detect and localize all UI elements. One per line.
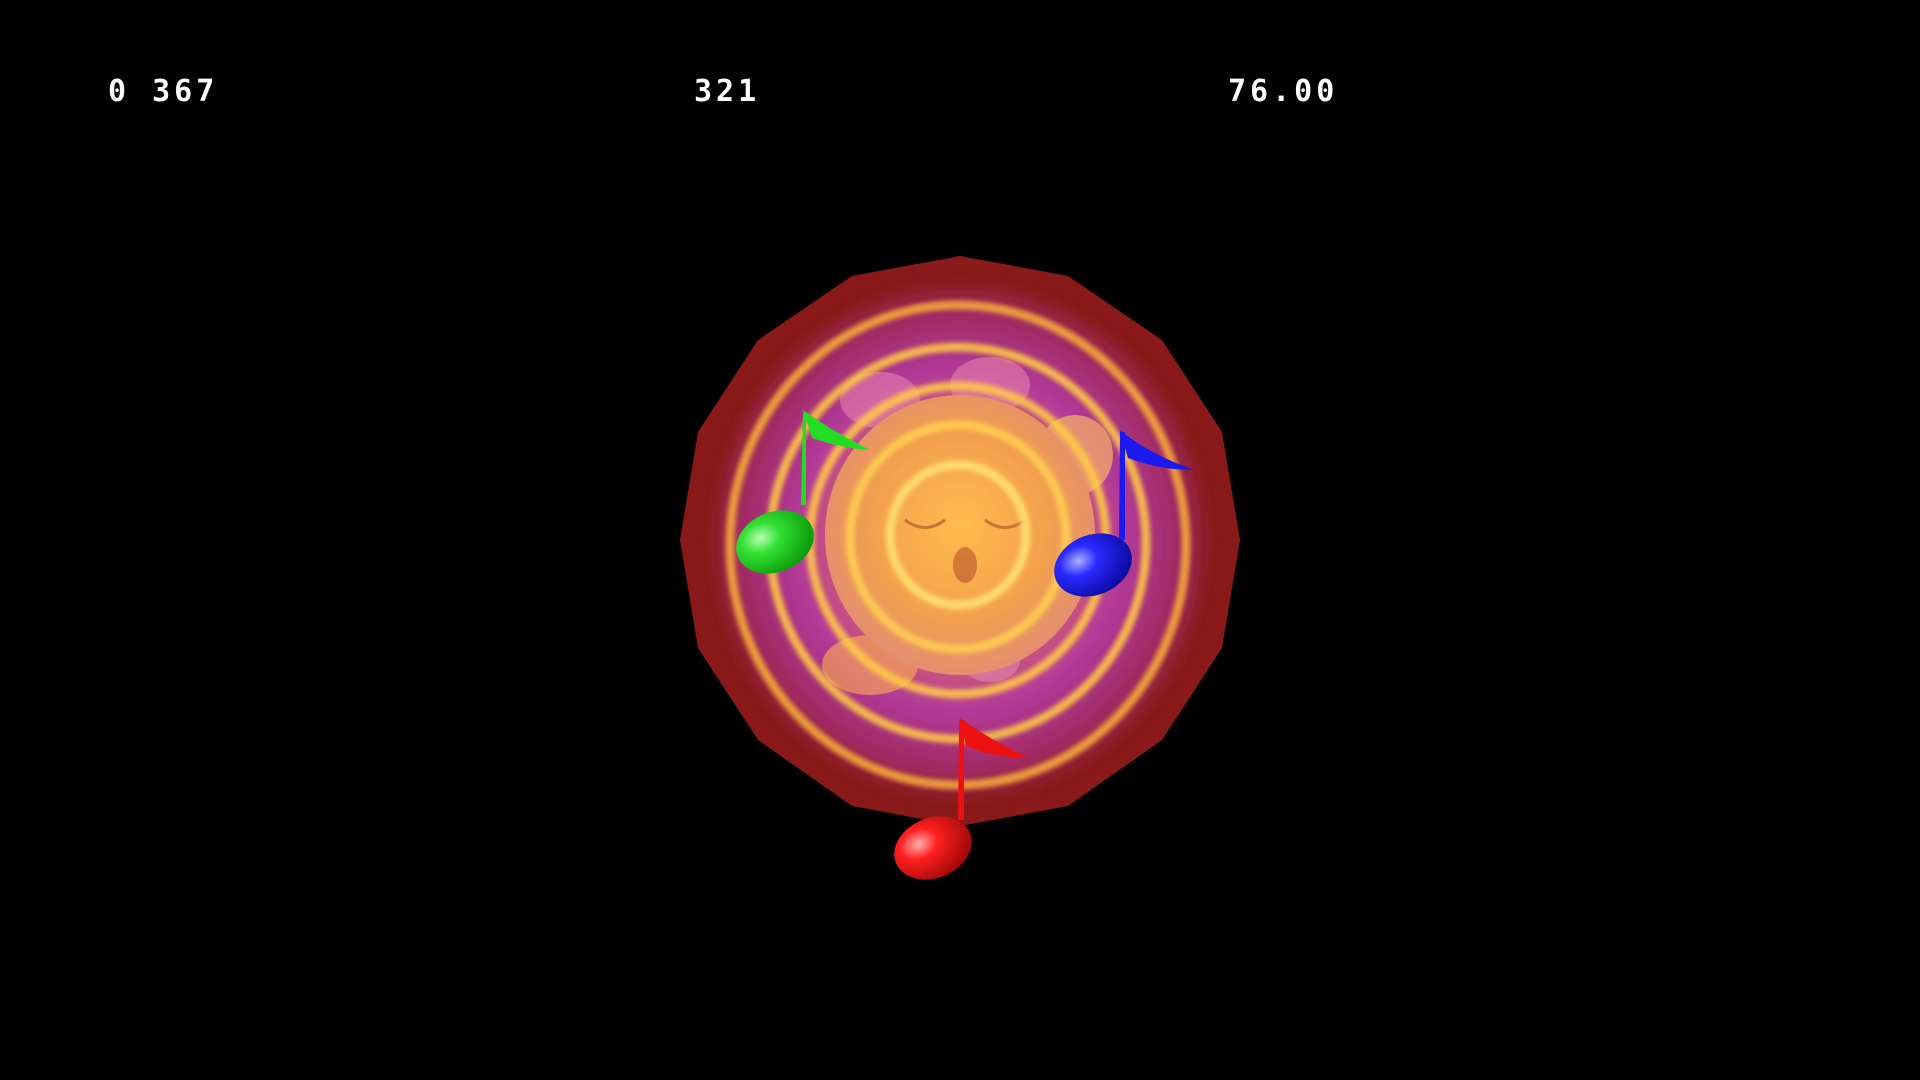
hud-right-readout: 76.00 (1228, 74, 1339, 109)
hud-center-readout: 321 (694, 74, 761, 109)
hud-left-readout: 0 367 (108, 74, 219, 109)
green-music-note (736, 410, 870, 574)
blue-music-note (1054, 430, 1195, 597)
kirby-character (822, 357, 1113, 695)
red-music-note (894, 718, 1030, 880)
